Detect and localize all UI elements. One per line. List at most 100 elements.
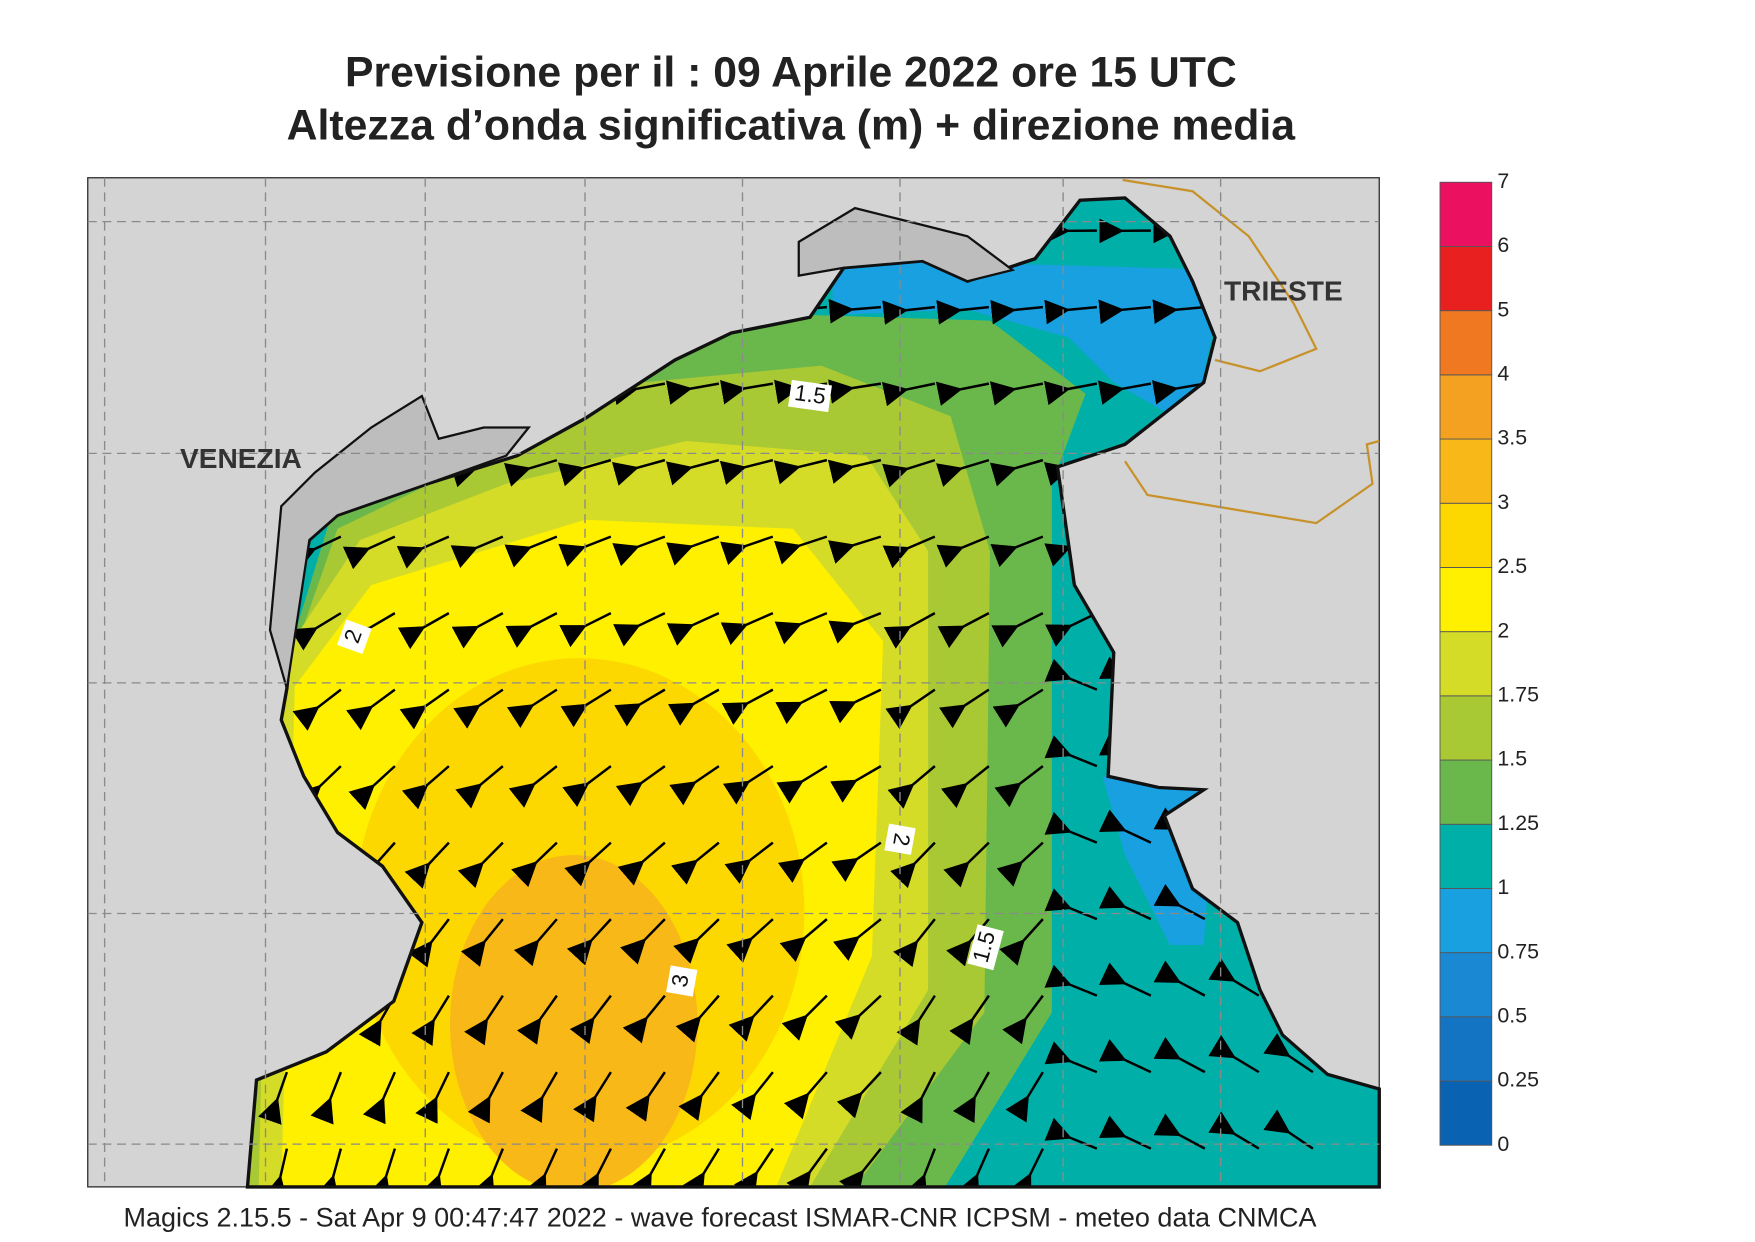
contour-label: 3 xyxy=(666,965,698,997)
direction-arrow xyxy=(882,535,936,569)
direction-arrow xyxy=(728,994,774,1042)
direction-arrow xyxy=(724,841,774,884)
direction-arrow xyxy=(904,1148,937,1187)
field-layer xyxy=(450,855,698,1187)
wave-field xyxy=(247,198,1380,1187)
direction-arrow xyxy=(564,841,612,887)
direction-arrow xyxy=(774,535,828,565)
map: VENEZIA TRIESTE 1.5 2 2 1.5 3 xyxy=(87,177,1381,1189)
direction-arrow xyxy=(828,379,882,404)
direction-arrow xyxy=(832,918,882,962)
direction-arrow xyxy=(404,841,450,889)
direction-arrow xyxy=(560,688,612,728)
direction-arrow xyxy=(505,612,558,648)
colorbar-segment xyxy=(1439,566,1493,633)
direction-arrow xyxy=(511,841,558,888)
direction-arrow xyxy=(721,688,774,725)
direction-arrow xyxy=(457,841,504,888)
direction-arrow xyxy=(295,765,342,811)
direction-arrow xyxy=(503,458,558,487)
direction-arrow xyxy=(720,380,774,405)
direction-arrow xyxy=(573,1071,612,1123)
direction-arrow xyxy=(453,688,504,729)
direction-arrow xyxy=(781,994,828,1041)
direction-arrow xyxy=(665,458,720,486)
direction-arrow xyxy=(625,1071,666,1122)
direction-arrow xyxy=(777,841,828,883)
direction-arrow xyxy=(464,994,504,1046)
colorbar-label: 0.5 xyxy=(1497,1003,1527,1027)
direction-arrow xyxy=(1263,1032,1314,1074)
colorbar-label: 1 xyxy=(1497,875,1509,899)
direction-arrow xyxy=(467,1071,504,1124)
direction-arrow xyxy=(451,612,504,649)
direction-arrow xyxy=(1044,964,1098,997)
direction-arrow xyxy=(992,688,1044,728)
direction-arrow xyxy=(882,300,936,325)
direction-arrow xyxy=(460,918,504,967)
direction-arrow xyxy=(263,1148,289,1187)
direction-arrow xyxy=(775,688,828,725)
colorbar-label: 3.5 xyxy=(1497,426,1527,450)
direction-arrow xyxy=(829,688,882,724)
direction-arrow xyxy=(415,1071,450,1124)
colorbar-segment xyxy=(1439,245,1493,312)
direction-arrow xyxy=(733,1147,774,1187)
contour-label-text: 2 xyxy=(888,831,915,848)
colorbar-label: 4 xyxy=(1497,361,1509,385)
direction-arrow xyxy=(1044,1117,1098,1150)
direction-arrow xyxy=(952,1071,990,1124)
direction-arrow xyxy=(722,765,774,805)
direction-arrow xyxy=(612,535,666,567)
direction-arrow xyxy=(991,612,1044,648)
direction-arrow xyxy=(774,611,828,645)
colorbar-label: 3 xyxy=(1497,490,1509,514)
direction-arrow xyxy=(516,994,558,1045)
direction-arrow xyxy=(620,918,666,965)
direction-arrow xyxy=(508,765,558,808)
direction-arrow xyxy=(667,688,720,726)
direction-arrow xyxy=(450,535,504,569)
direction-arrow xyxy=(611,458,666,486)
direction-arrow xyxy=(885,688,936,729)
direction-arrow xyxy=(1009,1148,1044,1187)
direction-arrow xyxy=(622,994,666,1044)
contour-label-text: 3 xyxy=(667,972,694,989)
direction-arrow xyxy=(506,688,558,729)
direction-arrow xyxy=(893,918,936,968)
colorbar-segment xyxy=(1439,759,1493,825)
colorbar-label: 7 xyxy=(1497,169,1509,193)
direction-arrow xyxy=(834,994,882,1040)
direction-arrow xyxy=(939,688,990,729)
direction-arrow xyxy=(1043,380,1098,406)
direction-arrow xyxy=(513,918,558,967)
direction-arrow xyxy=(351,841,396,890)
direction-arrow xyxy=(504,535,558,568)
direction-arrow xyxy=(1098,1039,1152,1074)
direction-arrow xyxy=(258,1071,289,1125)
direction-arrow xyxy=(956,1148,991,1187)
direction-arrow xyxy=(611,380,666,406)
direction-arrow xyxy=(419,1148,451,1187)
contour-label: 2 xyxy=(884,823,916,855)
direction-arrow xyxy=(1208,958,1260,997)
border xyxy=(1122,178,1380,525)
direction-arrow xyxy=(1005,1071,1044,1123)
direction-arrow xyxy=(827,458,882,484)
direction-arrow xyxy=(669,765,720,806)
direction-arrow xyxy=(558,535,612,567)
direction-arrow xyxy=(557,458,612,487)
direction-arrow xyxy=(836,1071,882,1119)
direction-arrow xyxy=(1098,299,1151,325)
colorbar-segment xyxy=(1439,374,1493,440)
direction-arrow xyxy=(367,1148,397,1187)
direction-arrow xyxy=(1153,1113,1206,1150)
direction-arrow xyxy=(786,1147,828,1187)
direction-arrow xyxy=(310,1071,343,1125)
direction-arrow xyxy=(344,612,396,650)
direction-arrow xyxy=(783,1071,828,1120)
colorbar-segment xyxy=(1439,888,1493,954)
direction-arrow xyxy=(935,381,990,406)
direction-arrow xyxy=(292,688,342,731)
colorbar-label: 1.5 xyxy=(1497,747,1527,771)
